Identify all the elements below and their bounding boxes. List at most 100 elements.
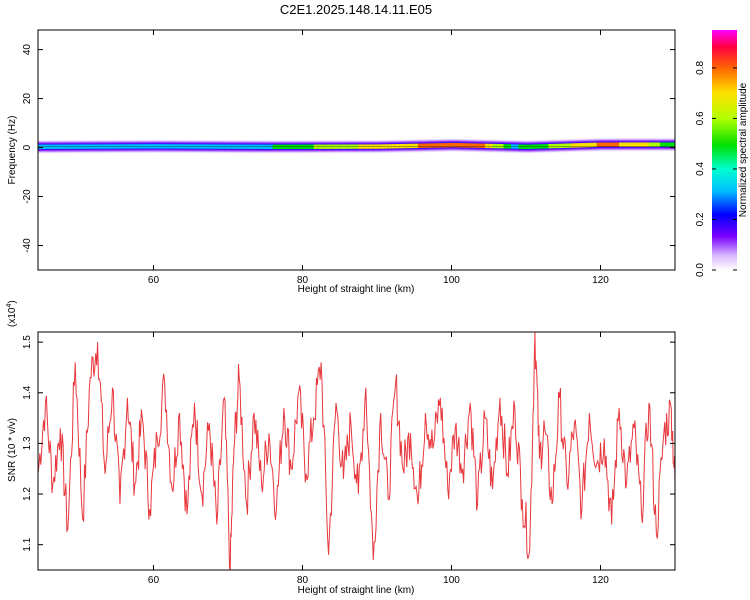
colorbar-tick-label: 0.6	[695, 111, 706, 125]
spectrogram-y-tick-label: -40	[22, 238, 33, 253]
band-core	[648, 142, 654, 147]
band-core	[559, 143, 564, 149]
snr-panel: 60 80 100 120 1.1 1.2 1.3 1.4 1.5 Height of stra…	[6, 300, 676, 596]
band-core	[593, 142, 598, 148]
colorbar-tick-label: 0.8	[695, 61, 706, 75]
band-core	[544, 144, 549, 149]
band-core	[611, 142, 616, 147]
band-core	[429, 143, 434, 148]
band-core	[552, 143, 557, 149]
band-core	[496, 143, 501, 149]
band-core	[421, 143, 426, 148]
spectrogram-y-tick-label: -20	[22, 189, 33, 204]
band-core	[634, 142, 639, 147]
spectrogram-y-tick-label: 20	[22, 93, 33, 105]
band-core	[671, 142, 675, 147]
band-core	[440, 143, 445, 148]
band-core	[570, 143, 575, 148]
band-core	[432, 143, 437, 148]
band-core	[399, 143, 404, 149]
band-core	[455, 142, 460, 148]
band-core	[417, 143, 423, 148]
band-core	[656, 142, 661, 147]
spectrogram-axes: 60 80 100 120 40 20 0 -20 -40	[22, 30, 675, 286]
spectrogram-frame	[37, 29, 676, 271]
band-core	[637, 142, 642, 147]
snr-x-tick-label: 100	[443, 575, 460, 586]
band-core	[641, 142, 646, 147]
snr-y-tick-label: 1.2	[22, 487, 33, 501]
snr-axes: 60 80 100 120 1.1 1.2 1.3 1.4 1.5	[22, 332, 675, 586]
band-core	[589, 142, 594, 148]
snr-series-line	[38, 332, 675, 570]
colorbar-tick-label: 0.0	[695, 263, 706, 277]
snr-frame	[37, 331, 676, 571]
colorbar-tick-label: 0.2	[695, 212, 706, 226]
band-core	[563, 143, 568, 148]
snr-y-axis-label: SNR (10 * v/v)	[7, 418, 18, 482]
band-core	[667, 142, 672, 147]
spectrogram-y-axis-label: Frequency (Hz)	[7, 116, 18, 185]
band-core	[607, 142, 613, 147]
band-core	[473, 143, 478, 148]
snr-x-tick-label: 120	[592, 575, 609, 586]
band-core	[425, 143, 430, 148]
band-core	[458, 143, 464, 148]
spectral-band	[38, 137, 675, 155]
colorbar-scale	[712, 30, 737, 270]
colorbar-tick-label: 0.4	[695, 162, 706, 176]
colorbar: 0.0 0.2 0.4 0.6 0.8 Normalized spectral ampl…	[695, 30, 749, 277]
band-core	[663, 142, 668, 147]
snr-y-tick-label: 1.3	[22, 436, 33, 450]
band-core	[600, 142, 605, 147]
band-core	[492, 143, 497, 149]
band-core	[604, 142, 609, 147]
band-core	[462, 143, 467, 148]
band-core	[660, 142, 665, 147]
band-core	[447, 142, 452, 148]
colorbar-label: Normalized spectral amplitude	[738, 82, 749, 217]
band-core	[488, 143, 493, 149]
band-core	[645, 142, 650, 147]
spectrogram-y-tick-label: 0	[22, 144, 33, 150]
band-core	[619, 142, 624, 147]
colorbar-ticks: 0.0 0.2 0.4 0.6 0.8	[695, 61, 737, 277]
snr-x-axis-label: Height of straight line (km)	[298, 585, 415, 596]
band-core	[585, 142, 590, 148]
band-core	[578, 143, 583, 148]
snr-y-tick-label: 1.1	[22, 537, 33, 551]
snr-x-tick-label: 80	[297, 575, 309, 586]
band-core	[403, 143, 408, 149]
spectrogram-x-tick-label: 60	[148, 275, 160, 286]
snr-x-tick-label: 60	[148, 575, 160, 586]
band-core	[481, 143, 486, 148]
band-core	[555, 143, 560, 149]
spectrogram-panel: 60 80 100 120 40 20 0 -20 -40 Height of straight…	[7, 29, 676, 295]
band-core	[574, 143, 579, 148]
band-core	[499, 144, 505, 149]
spectrogram-y-tick-label: 40	[22, 44, 33, 56]
band-core	[596, 142, 601, 147]
band-core	[630, 142, 635, 147]
figure-title: C2E1.2025.148.14.11.E05	[280, 2, 432, 17]
band-core	[444, 143, 449, 148]
spectrogram-x-tick-label: 120	[592, 275, 609, 286]
snr-y-tick-label: 1.5	[22, 335, 33, 349]
band-core	[615, 142, 620, 147]
band-core	[406, 143, 411, 149]
band-core	[436, 143, 441, 148]
band-core	[566, 143, 572, 148]
band-core	[622, 142, 627, 147]
spectrogram-x-tick-label: 100	[443, 275, 460, 286]
band-core	[414, 143, 419, 149]
spectrogram-x-axis-label: Height of straight line (km)	[298, 284, 415, 295]
band-core	[466, 143, 471, 148]
band-core	[652, 142, 657, 147]
snr-y-tick-label: 1.4	[22, 385, 33, 399]
band-core	[410, 143, 415, 149]
spectrogram-x-tick-label: 80	[297, 275, 309, 286]
band-core	[548, 143, 553, 149]
band-core	[485, 143, 490, 149]
band-core	[581, 142, 586, 148]
